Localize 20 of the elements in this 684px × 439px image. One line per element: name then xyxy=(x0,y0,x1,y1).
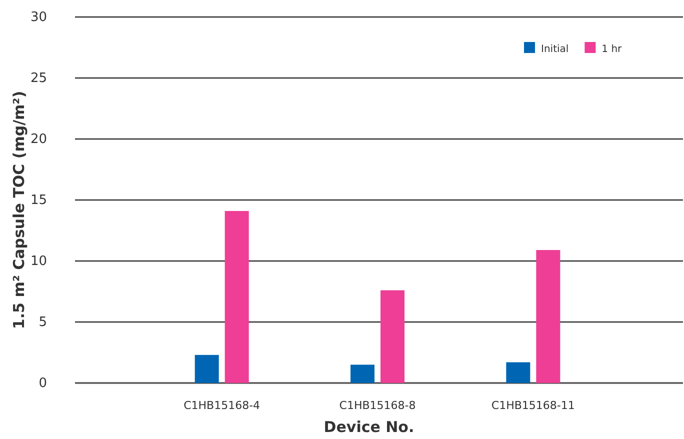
y-tick-label: 25 xyxy=(30,71,47,86)
bar xyxy=(536,250,560,383)
bar xyxy=(350,364,374,383)
y-tick-label: 5 xyxy=(38,315,47,330)
x-tick-label: C1HB15168-4 xyxy=(184,398,260,412)
y-tick-label: 30 xyxy=(30,10,47,26)
x-axis-title: Device No. xyxy=(324,418,414,436)
bar xyxy=(224,210,249,383)
bar xyxy=(380,290,404,383)
x-tick-label: C1HB15168-8 xyxy=(339,398,416,412)
y-tick-label: 15 xyxy=(30,193,47,208)
legend-label: Initial xyxy=(541,44,569,55)
y-tick-label: 20 xyxy=(30,132,47,148)
bar xyxy=(506,362,530,383)
y-tick-label: 0 xyxy=(38,376,47,392)
x-tick-label: C1HB15168-11 xyxy=(491,398,575,412)
bar xyxy=(194,354,219,383)
legend-label: 1 hr xyxy=(602,44,623,55)
y-axis-title: 1.5 m² Capsule TOC (mg/m²) xyxy=(10,90,28,330)
y-tick-label: 10 xyxy=(30,254,47,270)
